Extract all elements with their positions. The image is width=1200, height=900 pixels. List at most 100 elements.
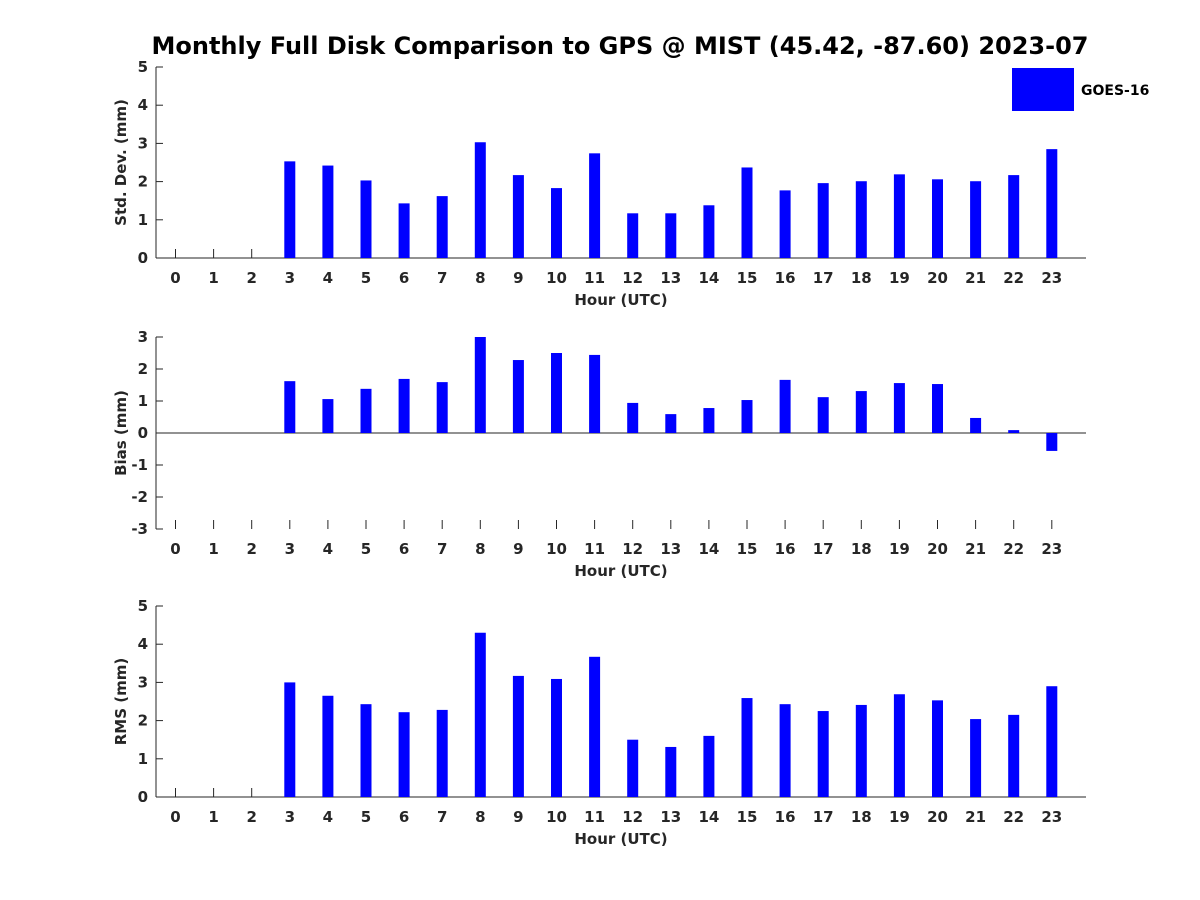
bar-hour-10 bbox=[551, 188, 562, 258]
x-tick-label: 6 bbox=[399, 269, 409, 287]
y-tick-label: -3 bbox=[131, 520, 148, 538]
x-tick-label: 12 bbox=[622, 808, 643, 826]
x-tick-label: 20 bbox=[927, 808, 948, 826]
bar-hour-9 bbox=[512, 360, 524, 433]
x-tick-label: 9 bbox=[513, 540, 523, 558]
y-tick-label: 3 bbox=[138, 673, 148, 691]
bar-hour-6 bbox=[398, 203, 410, 258]
x-tick-label: 7 bbox=[437, 540, 447, 558]
bar-hour-18 bbox=[855, 704, 867, 797]
bar-hour-10 bbox=[551, 678, 562, 797]
y-tick-label: 1 bbox=[138, 750, 148, 768]
x-tick-label: 11 bbox=[584, 808, 605, 826]
bar-hour-8 bbox=[474, 142, 486, 258]
bar-hour-15 bbox=[741, 167, 753, 258]
x-tick-label: 23 bbox=[1041, 269, 1062, 287]
bar-hour-20 bbox=[932, 700, 943, 797]
y-axis-label: RMS (mm) bbox=[112, 658, 130, 745]
bar-hour-19 bbox=[893, 694, 905, 797]
bar-hour-20 bbox=[932, 384, 943, 433]
y-tick-label: 2 bbox=[138, 173, 148, 191]
x-tick-label: 7 bbox=[437, 808, 447, 826]
x-tick-label: 16 bbox=[775, 540, 796, 558]
bar-hour-16 bbox=[779, 190, 791, 258]
bar-hour-8 bbox=[474, 632, 486, 797]
bar-hour-15 bbox=[741, 698, 753, 797]
bar-hour-12 bbox=[627, 402, 639, 433]
bar-hour-16 bbox=[779, 704, 791, 797]
x-tick-label: 0 bbox=[170, 808, 180, 826]
x-tick-label: 20 bbox=[927, 269, 948, 287]
x-tick-label: 4 bbox=[323, 540, 333, 558]
x-tick-label: 13 bbox=[660, 269, 681, 287]
bar-hour-11 bbox=[589, 656, 601, 797]
y-tick-label: 2 bbox=[138, 712, 148, 730]
x-tick-label: 2 bbox=[246, 540, 256, 558]
x-tick-label: 8 bbox=[475, 540, 485, 558]
y-tick-label: 0 bbox=[138, 424, 148, 442]
y-tick-label: 1 bbox=[138, 392, 148, 410]
y-tick-label: 0 bbox=[138, 788, 148, 806]
bar-hour-14 bbox=[703, 408, 715, 433]
x-tick-label: 21 bbox=[965, 808, 986, 826]
bar-hour-23 bbox=[1046, 149, 1058, 258]
y-tick-label: -1 bbox=[131, 456, 148, 474]
x-axis-label: Hour (UTC) bbox=[574, 562, 667, 580]
legend-label: GOES-16 bbox=[1081, 83, 1149, 99]
bar-hour-18 bbox=[855, 391, 867, 433]
x-tick-label: 16 bbox=[775, 269, 796, 287]
bar-hour-5 bbox=[360, 388, 372, 433]
x-tick-label: 14 bbox=[698, 269, 719, 287]
x-tick-label: 14 bbox=[698, 808, 719, 826]
bar-hour-7 bbox=[436, 382, 448, 433]
x-tick-label: 10 bbox=[546, 808, 567, 826]
bar-hour-3 bbox=[284, 381, 296, 433]
bar-hour-22 bbox=[1008, 175, 1020, 258]
bar-hour-23 bbox=[1046, 686, 1058, 797]
x-tick-label: 23 bbox=[1041, 808, 1062, 826]
y-tick-label: 3 bbox=[138, 134, 148, 152]
x-tick-label: 2 bbox=[246, 269, 256, 287]
x-tick-label: 1 bbox=[208, 540, 218, 558]
bar-hour-13 bbox=[665, 213, 677, 258]
bar-hour-9 bbox=[512, 675, 524, 797]
x-tick-label: 1 bbox=[208, 808, 218, 826]
x-tick-label: 21 bbox=[965, 269, 986, 287]
y-tick-label: 5 bbox=[138, 58, 148, 76]
x-tick-label: 3 bbox=[285, 808, 295, 826]
x-tick-label: 1 bbox=[208, 269, 218, 287]
bar-hour-13 bbox=[665, 746, 677, 797]
x-tick-label: 13 bbox=[660, 808, 681, 826]
x-tick-label: 4 bbox=[323, 808, 333, 826]
x-tick-label: 18 bbox=[851, 540, 872, 558]
bar-hour-5 bbox=[360, 704, 372, 797]
bar-hour-19 bbox=[893, 174, 905, 258]
x-tick-label: 12 bbox=[622, 540, 643, 558]
x-tick-label: 17 bbox=[813, 269, 834, 287]
bar-hour-23 bbox=[1046, 433, 1058, 451]
bar-hour-21 bbox=[970, 181, 982, 258]
x-tick-label: 23 bbox=[1041, 540, 1062, 558]
x-tick-label: 19 bbox=[889, 540, 910, 558]
bar-hour-7 bbox=[436, 709, 448, 797]
x-tick-label: 6 bbox=[399, 540, 409, 558]
bar-hour-5 bbox=[360, 180, 372, 258]
bar-hour-8 bbox=[474, 337, 486, 433]
x-tick-label: 18 bbox=[851, 269, 872, 287]
x-tick-label: 8 bbox=[475, 808, 485, 826]
x-tick-label: 10 bbox=[546, 269, 567, 287]
x-tick-label: 5 bbox=[361, 269, 371, 287]
bar-hour-15 bbox=[741, 400, 753, 433]
bar-hour-3 bbox=[284, 161, 296, 258]
y-axis-label: Bias (mm) bbox=[112, 390, 130, 476]
x-tick-label: 6 bbox=[399, 808, 409, 826]
bar-hour-17 bbox=[817, 397, 829, 433]
x-tick-label: 13 bbox=[660, 540, 681, 558]
x-tick-label: 8 bbox=[475, 269, 485, 287]
y-tick-label: 1 bbox=[138, 211, 148, 229]
bar-hour-17 bbox=[817, 711, 829, 797]
bar-hour-4 bbox=[322, 165, 334, 258]
x-tick-label: 10 bbox=[546, 540, 567, 558]
x-tick-label: 4 bbox=[323, 269, 333, 287]
